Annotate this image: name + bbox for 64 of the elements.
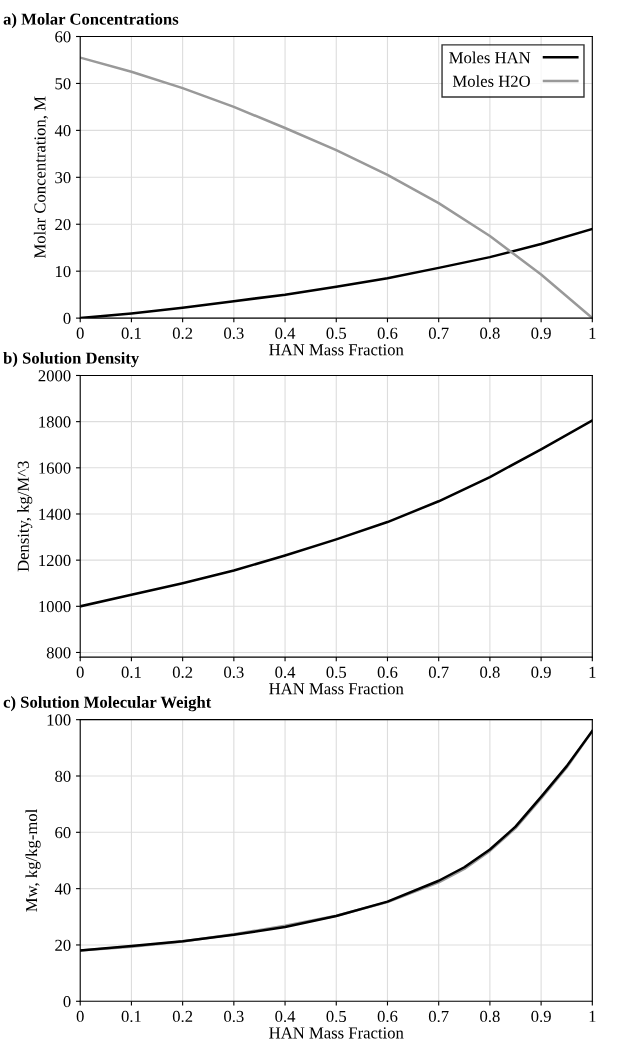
x-tick-label: 0.2 <box>172 327 193 339</box>
x-tick-label: 0 <box>76 666 84 678</box>
x-tick-label: 0.3 <box>224 327 244 339</box>
y-tick-label: 20 <box>55 939 71 951</box>
x-tick-label: 0.5 <box>326 327 347 339</box>
x-tick-label: 0.9 <box>531 666 551 678</box>
x-tick-label: 0.8 <box>480 327 500 339</box>
x-tick-label: 0.3 <box>224 666 244 678</box>
y-axis-title: Mw, kg/kg-mol <box>25 809 41 912</box>
x-tick-label: 0.4 <box>275 1010 296 1023</box>
x-tick-label: 0.4 <box>275 666 296 678</box>
x-tick-label: 0.4 <box>275 327 296 339</box>
y-tick-label: 60 <box>55 31 71 43</box>
y-tick-label: 50 <box>55 78 71 90</box>
y-tick-label: 40 <box>54 125 71 137</box>
y-tick-label: 100 <box>47 714 71 726</box>
y-tick-label: 1200 <box>39 554 71 567</box>
y-tick-label: 2000 <box>38 370 71 382</box>
x-tick-label: 1 <box>589 666 596 678</box>
x-axis-title: HAN Mass Fraction <box>269 1027 404 1039</box>
y-tick-label: 20 <box>55 218 71 231</box>
legend-label: Moles HAN <box>449 51 531 64</box>
y-axis-title: Molar Concentration, M <box>33 96 48 259</box>
x-axis-title: HAN Mass Fraction <box>269 683 404 695</box>
chart-title: b) Solution Density <box>3 351 140 368</box>
x-tick-label: 0.5 <box>326 666 347 678</box>
chart-title: c) Solution Molecular Weight <box>3 696 212 712</box>
legend-label: Moles H2O <box>452 75 530 87</box>
x-tick-label: 0 <box>76 1010 84 1023</box>
x-tick-label: 0.3 <box>224 1010 244 1023</box>
y-tick-label: 80 <box>55 770 71 782</box>
y-tick-label: 800 <box>46 647 71 659</box>
x-tick-label: 0.6 <box>377 666 398 678</box>
x-tick-label: 0.8 <box>480 666 500 678</box>
x-tick-label: 1 <box>589 1010 596 1022</box>
x-tick-label: 0.8 <box>480 1010 500 1023</box>
x-tick-label: 0 <box>76 327 84 339</box>
y-tick-label: 40 <box>54 883 71 895</box>
y-axis-title: Density, kg/M^3 <box>17 461 33 572</box>
x-axis-title: HAN Mass Fraction <box>269 344 404 356</box>
x-tick-label: 0.1 <box>121 1010 141 1023</box>
y-tick-label: 30 <box>55 172 71 184</box>
y-tick-label: 1000 <box>39 601 71 613</box>
y-tick-label: 1800 <box>39 416 71 428</box>
y-tick-label: 1400 <box>39 508 71 520</box>
y-tick-label: 1600 <box>39 462 71 474</box>
x-tick-label: 0.5 <box>326 1010 347 1023</box>
y-tick-label: 0 <box>63 995 71 1008</box>
x-tick-label: 0.1 <box>121 327 141 339</box>
x-tick-label: 0.6 <box>377 327 398 339</box>
y-tick-label: 10 <box>55 265 71 278</box>
x-tick-label: 0.6 <box>377 1010 398 1023</box>
x-tick-label: 0.7 <box>428 327 449 339</box>
x-tick-label: 0.1 <box>121 666 141 678</box>
x-tick-label: 0.7 <box>428 666 449 678</box>
y-tick-label: 60 <box>55 827 71 839</box>
x-tick-label: 0.2 <box>172 1010 193 1023</box>
x-tick-label: 0.9 <box>531 1010 551 1023</box>
x-tick-label: 0.9 <box>531 327 551 339</box>
x-tick-label: 0.2 <box>172 666 193 678</box>
y-tick-label: 0 <box>63 312 71 325</box>
x-tick-label: 0.7 <box>428 1010 449 1023</box>
x-tick-label: 1 <box>589 327 596 339</box>
chart-title: a) Molar Concentrations <box>3 13 179 29</box>
